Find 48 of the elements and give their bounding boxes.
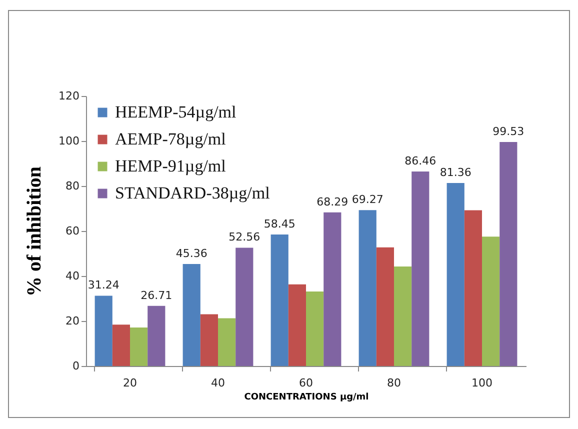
y-tick-label: 60 [66, 224, 80, 238]
bar [446, 182, 464, 366]
legend-label: STANDARD-38µg/ml [115, 184, 270, 202]
bar [200, 314, 218, 366]
bar [358, 210, 376, 366]
data-label: 99.53 [492, 125, 524, 138]
legend-label: HEEMP-54µg/ml [115, 102, 237, 122]
bar [412, 171, 430, 366]
y-tick-label: 20 [66, 314, 80, 328]
data-label: 45.36 [176, 246, 208, 260]
x-tick-label: 100 [472, 376, 492, 390]
y-tick-label: 120 [58, 90, 80, 102]
y-axis-title: % of inhibition [24, 166, 46, 297]
y-tick-label: 80 [66, 180, 80, 192]
data-label: 26.71 [140, 288, 172, 302]
bar [464, 210, 482, 366]
bar [288, 284, 306, 366]
bar [148, 306, 166, 366]
data-label: 86.46 [404, 154, 436, 168]
bar [182, 264, 200, 366]
x-tick-label: 20 [123, 376, 137, 390]
data-label: 69.27 [352, 193, 384, 206]
bar [394, 266, 412, 366]
y-tick-label: 0 [72, 360, 80, 372]
bar [500, 142, 518, 366]
bar [218, 318, 236, 366]
x-tick-label: 40 [211, 376, 225, 390]
data-label: 58.45 [264, 217, 296, 230]
bar [376, 247, 394, 366]
legend-label: HEMP-91µg/ml [115, 156, 226, 176]
x-tick-label: 80 [387, 376, 401, 390]
y-tick-label: 40 [66, 270, 80, 282]
y-tick-label: 100 [58, 134, 80, 148]
data-label: 68.29 [316, 195, 348, 208]
x-tick-label: 60 [299, 376, 313, 390]
x-axis-title: CONCENTRATIONS µg/ml [244, 392, 369, 402]
bar [306, 292, 324, 366]
bar [482, 236, 500, 366]
legend-label: AEMP-78µg/ml [115, 130, 226, 148]
bar [324, 212, 342, 366]
bar [130, 328, 148, 366]
data-label: 31.24 [88, 278, 120, 292]
bar [94, 296, 112, 366]
bar [270, 234, 288, 366]
bar [236, 248, 254, 366]
data-label: 81.36 [440, 166, 472, 179]
data-label: 52.56 [228, 230, 260, 244]
bar [112, 324, 130, 366]
